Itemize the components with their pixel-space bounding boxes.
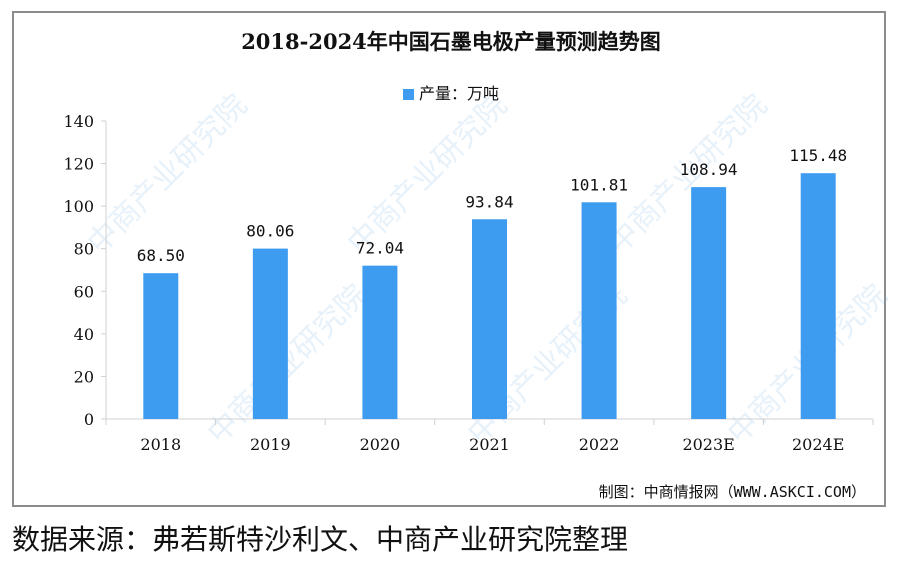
chart-credit: 制图：中商情报网（WWW.ASKCI.COM）	[598, 483, 866, 501]
x-tick-label: 2021	[469, 435, 510, 454]
chart-title: 2018-2024年中国石墨电极产量预测趋势图	[241, 29, 661, 54]
bar-2018	[143, 273, 179, 419]
value-label: 68.50	[137, 246, 185, 265]
x-tick-label: 2018	[140, 435, 181, 454]
value-label: 93.84	[465, 192, 513, 211]
x-tick-label: 2023E	[682, 435, 734, 454]
legend-swatch	[402, 89, 414, 100]
y-tick-label: 140	[63, 112, 94, 131]
y-tick-label: 120	[63, 155, 94, 174]
x-tick-label: 2024E	[792, 435, 844, 454]
legend: 产量：万吨	[0, 80, 902, 104]
bar-2024E	[800, 173, 836, 419]
value-label: 108.94	[680, 160, 738, 179]
x-tick-label: 2022	[579, 435, 620, 454]
x-tick-label: 2019	[250, 435, 291, 454]
value-label: 80.06	[246, 222, 294, 241]
x-tick-label: 2020	[360, 435, 401, 454]
bar-2022	[581, 202, 617, 419]
bar-2019	[252, 248, 288, 419]
y-tick-label: 40	[74, 325, 94, 344]
y-tick-label: 100	[63, 197, 94, 216]
y-tick-label: 80	[74, 240, 94, 259]
value-label: 72.04	[356, 239, 404, 258]
bar-2020	[362, 265, 398, 419]
y-tick-label: 0	[84, 410, 94, 429]
bar-2021	[472, 219, 507, 419]
bar-2023E	[691, 187, 727, 419]
legend-label: 产量：万吨	[418, 84, 499, 103]
data-source: 数据来源：弗若斯特沙利文、中商产业研究院整理	[12, 523, 629, 556]
chart-frame	[12, 11, 886, 507]
value-label: 101.81	[570, 175, 628, 194]
value-label: 115.48	[789, 146, 847, 165]
y-tick-label: 20	[74, 367, 94, 386]
y-tick-label: 60	[74, 282, 94, 301]
